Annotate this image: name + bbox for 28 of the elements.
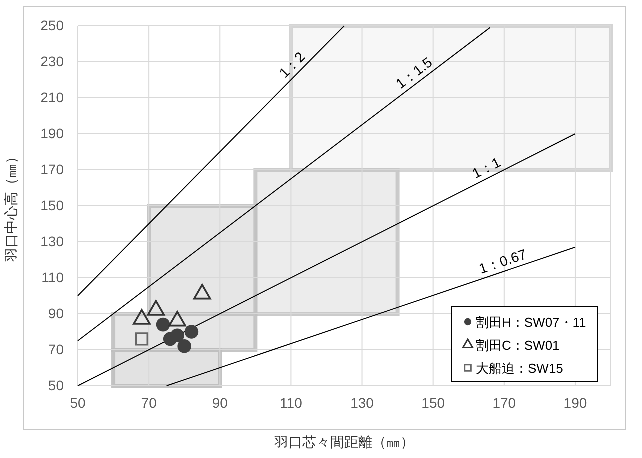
y-tick-label: 170: [40, 161, 64, 178]
x-tick-label: 150: [422, 394, 446, 411]
text: 1：1: [470, 154, 504, 182]
x-axis-title: 羽口芯々間距離（㎜）: [274, 435, 414, 451]
y-tick-label: 90: [48, 305, 64, 322]
x-tick-label: 190: [564, 394, 588, 411]
y-tick-label: 230: [40, 53, 64, 70]
y-tick-label: 190: [40, 125, 64, 142]
text: 1：2: [276, 48, 308, 82]
text: 1：0.67: [476, 246, 529, 277]
x-tick-label: 110: [280, 394, 303, 411]
x-tick-label: 130: [350, 394, 374, 411]
legend-label: 大船迫：SW15: [476, 361, 564, 376]
y-tick-label: 210: [40, 89, 64, 106]
legend-label: 割田C：SW01: [476, 338, 560, 353]
y-tick-label: 130: [40, 233, 64, 250]
y-tick-label: 150: [40, 197, 64, 214]
text: 1：1.5: [392, 54, 436, 92]
y-tick-label: 250: [40, 17, 64, 34]
x-tick-label: 70: [141, 394, 158, 411]
y-tick-label: 50: [48, 377, 64, 394]
x-tick-label: 90: [212, 394, 228, 411]
y-tick-label: 70: [48, 341, 64, 358]
y-tick-label: 110: [42, 269, 64, 286]
legend-label: 割田H：SW07・11: [476, 315, 586, 330]
y-axis-title: 羽口中心高（㎜）: [4, 150, 20, 263]
x-tick-label: 170: [492, 394, 516, 411]
x-tick-label: 50: [70, 394, 86, 411]
